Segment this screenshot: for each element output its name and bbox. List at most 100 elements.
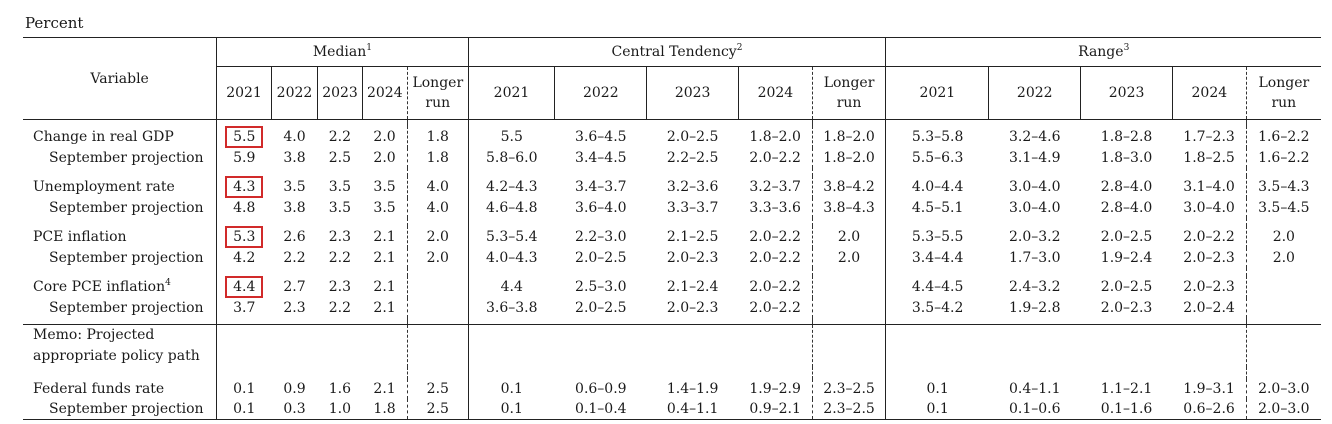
median-cell: 3.5	[328, 200, 352, 216]
row-label: Unemployment rate	[23, 176, 217, 198]
median-cell: 2.0	[407, 248, 469, 268]
central-cell: 2.1–2.5	[666, 229, 719, 245]
range-year-2023: 2023	[1080, 66, 1173, 120]
row-label-text: PCE inflation	[33, 229, 127, 245]
row-label: PCE inflation	[23, 226, 217, 248]
row-label-text: Core PCE inflation	[33, 279, 166, 295]
range-cell: 1.8–2.8	[1100, 129, 1153, 145]
central-cell: 1.8–2.0	[749, 129, 801, 145]
median-longer-run-header: Longer run	[407, 66, 469, 120]
central-year-2022: 2022	[554, 66, 647, 120]
central-cell: 5.3–5.4	[467, 226, 555, 248]
median-cell: 1.8	[362, 399, 408, 420]
row-label-text: Federal funds rate	[33, 381, 165, 397]
median-cell: 3.8	[283, 200, 306, 216]
median-cell: 3.8	[283, 150, 306, 166]
range-cell: 4.4–4.5	[885, 276, 989, 298]
median-cell: 4.8	[216, 198, 272, 218]
spacer-row	[23, 218, 1321, 226]
central-cell: 2.1–2.4	[666, 279, 719, 295]
row-label-text: September projection	[49, 250, 204, 266]
central-cell: 3.4–3.7	[575, 179, 627, 195]
range-cell: 0.1–1.6	[1080, 399, 1173, 420]
median-cell: 2.2	[283, 250, 306, 266]
range-cell: 2.0–2.5	[1100, 279, 1153, 295]
range-cell: 3.1–4.0	[1183, 179, 1235, 195]
longer-run-text: run	[836, 95, 862, 111]
median-cell: 4.4	[216, 276, 272, 298]
table-row: PCE inflation 5.3 2.6 2.3 2.1 2.0 5.3–5.4 2.2–3…	[23, 226, 1321, 248]
central-year-2024: 2024	[738, 66, 813, 120]
central-cell: 2.0–2.2	[749, 229, 801, 245]
median-cell: 0.3	[271, 399, 318, 420]
central-cell: 4.2–4.3	[467, 176, 555, 198]
median-cell: 5.5	[216, 126, 272, 148]
longer-run-text: run	[1271, 95, 1297, 111]
spacer-row	[23, 318, 1321, 325]
range-cell: 1.6–2.2	[1245, 148, 1321, 168]
range-year-2022: 2022	[988, 66, 1081, 120]
median-year-2021: 2021	[216, 66, 272, 120]
median-cell: 2.0	[373, 129, 396, 145]
range-cell: 5.3–5.8	[885, 126, 989, 148]
central-tendency-header: Central Tendency2	[467, 37, 886, 67]
row-label: Core PCE inflation4	[23, 276, 217, 298]
range-cell: 4.0–4.4	[885, 176, 989, 198]
central-cell: 2.0–2.2	[749, 250, 801, 266]
median-header: Median1	[216, 37, 469, 67]
median-cell: 2.1	[373, 279, 396, 295]
median-cell: 2.1	[373, 229, 396, 245]
row-label-text: September projection	[49, 200, 204, 216]
median-cell: 4.3	[216, 176, 272, 198]
longer-run-text: Longer	[1258, 75, 1310, 91]
range-cell	[1245, 276, 1321, 298]
range-cell: 5.3–5.5	[885, 226, 989, 248]
central-cell: 2.0–2.3	[666, 300, 719, 316]
range-longer-run-header: Longer run	[1245, 66, 1321, 120]
range-cell: 3.5–4.2	[885, 298, 989, 318]
median-cell: 2.3	[283, 300, 306, 316]
row-label: Federal funds rate	[23, 379, 217, 399]
memo-text: Memo: Projected	[33, 327, 155, 343]
median-cell	[407, 276, 469, 298]
spacer-row	[23, 268, 1321, 276]
central-cell: 5.8–6.0	[467, 148, 555, 168]
median-cell: 2.0	[373, 150, 396, 166]
median-cell: 2.1	[373, 300, 396, 316]
spacer-row	[23, 168, 1321, 176]
median-cell: 2.0	[407, 226, 469, 248]
memo-label: Memo: Projected appropriate policy path	[23, 325, 217, 368]
range-year-2021: 2021	[885, 66, 989, 120]
range-cell: 2.0–2.3	[1100, 300, 1153, 316]
range-cell: 1.9–3.1	[1183, 381, 1235, 397]
central-cell: 3.4–4.5	[575, 150, 627, 166]
median-cell: 2.3	[328, 279, 352, 295]
central-cell: 2.2–3.0	[575, 229, 627, 245]
median-year-2024: 2024	[361, 66, 408, 120]
central-cell: 3.8–4.2	[811, 176, 886, 198]
central-cell: 2.0	[811, 248, 886, 268]
range-cell: 2.0–2.4	[1183, 300, 1235, 316]
median-cell: 3.7	[216, 298, 272, 318]
median-cell: 4.0	[283, 129, 306, 145]
range-cell: 1.7–3.0	[1008, 250, 1061, 266]
range-cell: 0.6–2.6	[1172, 399, 1247, 420]
highlight-box: 4.3	[225, 176, 264, 198]
central-cell: 3.8–4.3	[811, 198, 886, 218]
median-cell: 5.9	[216, 148, 272, 168]
central-cell: 1.8–2.0	[811, 126, 886, 148]
range-cell: 3.1–4.9	[1008, 150, 1061, 166]
range-cell: 1.8–3.0	[1100, 150, 1153, 166]
median-cell: 3.5	[373, 179, 396, 195]
range-cell: 4.5–5.1	[885, 198, 989, 218]
variable-header: Variable	[23, 37, 217, 120]
central-cell: 2.0–2.5	[575, 300, 627, 316]
median-cell: 2.6	[283, 229, 306, 245]
central-cell: 1.4–1.9	[666, 381, 719, 397]
row-label: Change in real GDP	[23, 126, 217, 148]
central-cell: 2.3–2.5	[811, 379, 886, 399]
central-cell: 3.2–3.7	[749, 179, 801, 195]
median-cell: 2.3	[328, 229, 352, 245]
range-cell: 0.1–0.6	[988, 399, 1081, 420]
median-cell: 2.7	[283, 279, 306, 295]
